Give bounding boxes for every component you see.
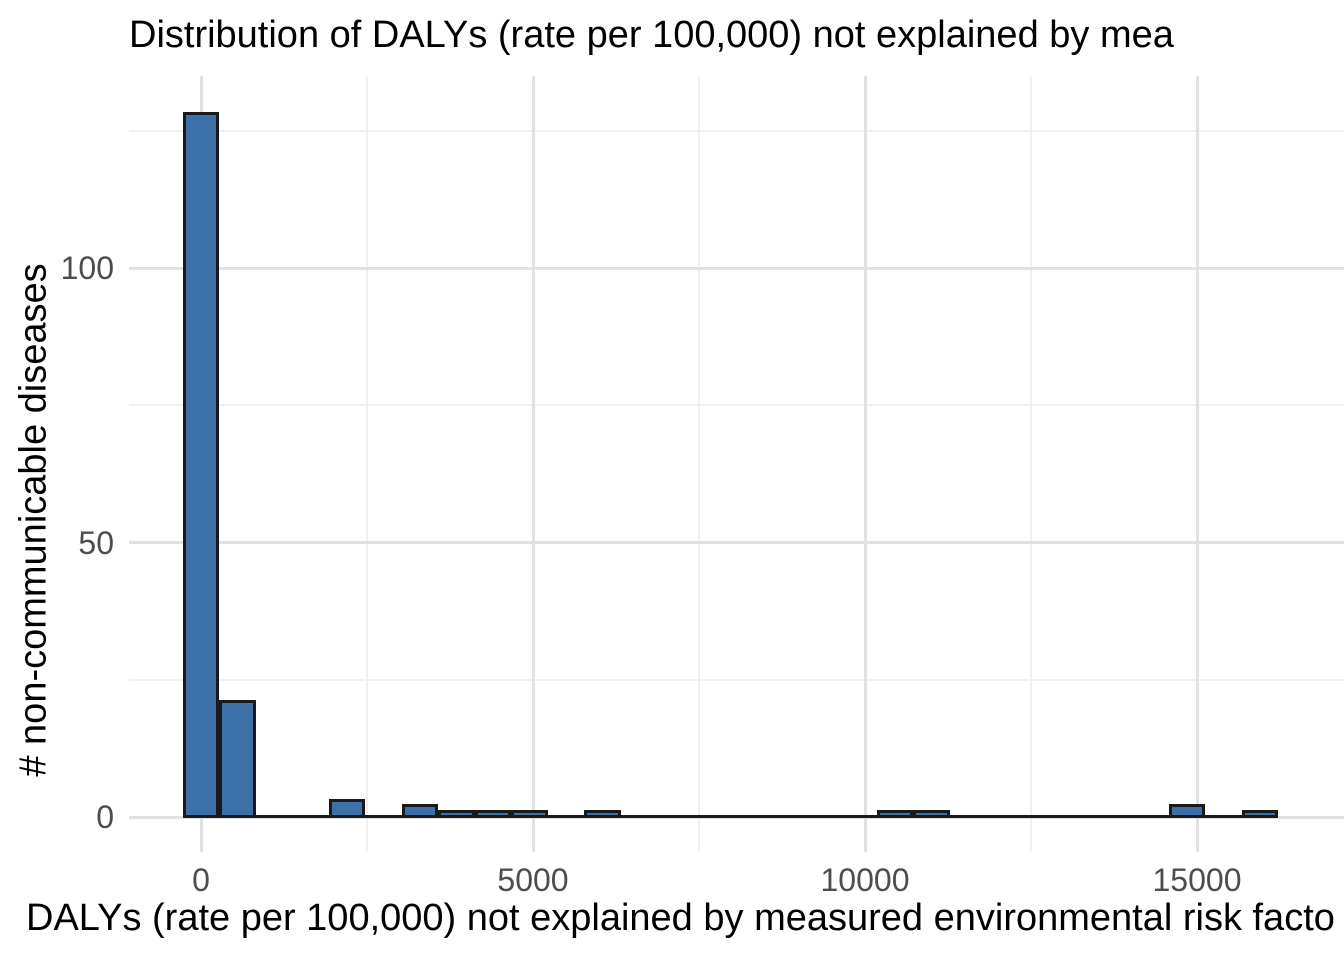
y-minor-gridline: [129, 404, 1344, 407]
x-tick-label: 10000: [820, 862, 910, 898]
histogram-bar: [584, 810, 621, 818]
x-tick-label: 5000: [497, 862, 569, 898]
y-minor-gridline: [129, 129, 1344, 132]
histogram-baseline: [182, 815, 1279, 818]
x-tick-label: 15000: [1152, 862, 1242, 898]
y-axis-title: # non-communicable diseases: [12, 263, 55, 777]
histogram-bar: [401, 804, 439, 818]
histogram-bar: [474, 810, 512, 818]
x-major-gridline: [531, 76, 535, 852]
x-axis-title: DALYs (rate per 100,000) not explained b…: [26, 897, 1335, 939]
x-major-gridline: [863, 76, 867, 852]
y-minor-gridline: [129, 678, 1344, 681]
histogram-bar: [328, 799, 366, 818]
y-tick-label: 100: [60, 250, 114, 286]
histogram-bar: [913, 810, 950, 818]
y-major-gridline: [129, 541, 1344, 544]
chart-title: Distribution of DALYs (rate per 100,000)…: [129, 14, 1174, 56]
histogram-bar: [438, 810, 475, 818]
y-tick-label: 0: [96, 799, 114, 835]
histogram-bar: [1168, 804, 1206, 818]
x-major-gridline: [1195, 76, 1199, 852]
y-tick-label: 50: [78, 524, 114, 561]
x-minor-gridline: [698, 76, 700, 852]
histogram-bar: [1241, 810, 1279, 818]
y-major-gridline: [129, 266, 1344, 270]
histogram-bar: [219, 700, 256, 818]
histogram-bar: [876, 810, 914, 818]
histogram-bar: [182, 112, 220, 818]
x-tick-label: 0: [192, 862, 210, 898]
x-minor-gridline: [366, 76, 368, 852]
histogram-bar: [511, 810, 548, 818]
x-minor-gridline: [1030, 76, 1032, 852]
